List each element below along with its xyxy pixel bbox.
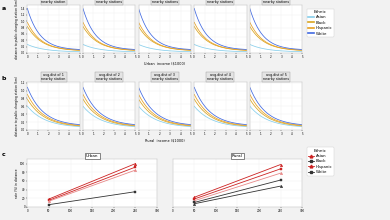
Y-axis label: rate (%) in distance: rate (%) in distance bbox=[15, 168, 19, 198]
Legend: Asian, Black, Hispanic, White: Asian, Black, Hispanic, White bbox=[307, 147, 334, 176]
Title: avg.dist of 5
nearby stations: avg.dist of 5 nearby stations bbox=[263, 0, 289, 4]
Title: Rural: Rural bbox=[232, 154, 243, 158]
Y-axis label: distance to public charging station (km): distance to public charging station (km) bbox=[16, 76, 20, 136]
Title: avg.dist of 1
nearby station: avg.dist of 1 nearby station bbox=[41, 73, 66, 81]
Y-axis label: distance to public charging station (km): distance to public charging station (km) bbox=[16, 0, 20, 59]
Title: avg.dist of 4
nearby stations: avg.dist of 4 nearby stations bbox=[207, 0, 234, 4]
Title: avg.dist of 4
nearby stations: avg.dist of 4 nearby stations bbox=[207, 73, 234, 81]
Title: avg.dist of 2
nearby stations: avg.dist of 2 nearby stations bbox=[96, 73, 122, 81]
Text: b: b bbox=[2, 76, 6, 81]
Title: avg.dist of 5
nearby stations: avg.dist of 5 nearby stations bbox=[263, 73, 289, 81]
X-axis label: Urban  income ($1000): Urban income ($1000) bbox=[144, 61, 185, 65]
Title: avg.dist of 3
nearby stations: avg.dist of 3 nearby stations bbox=[152, 0, 178, 4]
Title: avg.dist of 1
nearby station: avg.dist of 1 nearby station bbox=[41, 0, 66, 4]
Text: a: a bbox=[2, 6, 6, 11]
Title: avg.dist of 3
nearby stations: avg.dist of 3 nearby stations bbox=[152, 73, 178, 81]
X-axis label: Rural  income ($1000): Rural income ($1000) bbox=[145, 138, 184, 142]
Text: c: c bbox=[2, 152, 6, 157]
Title: avg.dist of 2
nearby stations: avg.dist of 2 nearby stations bbox=[96, 0, 122, 4]
Title: Urban: Urban bbox=[86, 154, 98, 158]
Legend: Asian, Black, Hispanic, White: Asian, Black, Hispanic, White bbox=[307, 9, 334, 37]
